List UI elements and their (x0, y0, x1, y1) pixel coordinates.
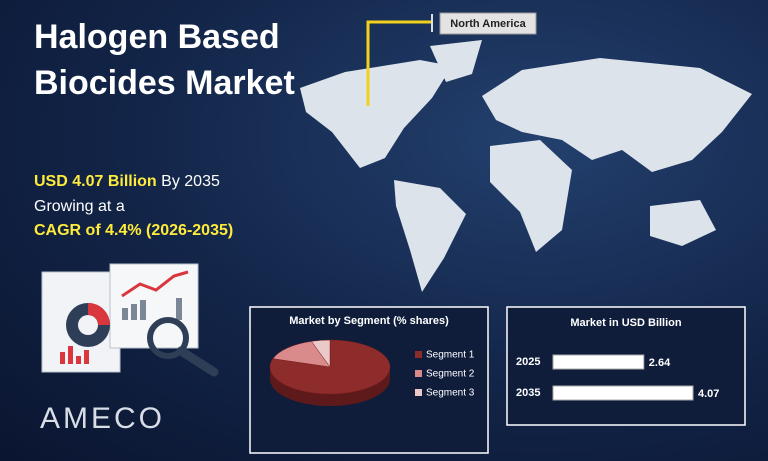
title: Halogen Based Biocides Market (34, 18, 295, 102)
growth-intro: Growing at a (34, 198, 125, 215)
callout-line (366, 20, 432, 106)
legend-swatch (415, 389, 422, 396)
chart-title: Market by Segment (% shares) (289, 315, 449, 327)
pie-slice (272, 341, 331, 368)
y-category-label: 2025 (516, 356, 540, 368)
legend-swatch (415, 370, 422, 377)
chart-title: Market in USD Billion (570, 317, 682, 329)
world-map (300, 40, 752, 292)
growth-rate: CAGR of 4.4% (2026-2035) (34, 222, 234, 239)
bar (552, 385, 694, 401)
legend-label: Segment 3 (426, 388, 475, 399)
brand-logo: AMECO (40, 402, 165, 435)
y-category-label: 2035 (516, 387, 540, 399)
legend-label: Segment 2 (426, 369, 475, 380)
callout-label: North America (450, 18, 526, 30)
pie-slice (269, 339, 391, 395)
highlight-suffix: By 2035 (161, 173, 220, 190)
highlight-value: USD 4.07 Billion (34, 173, 157, 190)
legend-swatch (415, 351, 422, 358)
value-label: 2.64 (649, 357, 671, 369)
legend-label: Segment 1 (426, 350, 475, 361)
value-label: 4.07 (698, 388, 719, 400)
highlight: USD 4.07 Billion By 2035 (34, 173, 220, 191)
bar (552, 354, 645, 370)
callout-box (439, 12, 537, 35)
pie-slice (311, 339, 331, 368)
report-icon (41, 263, 219, 377)
